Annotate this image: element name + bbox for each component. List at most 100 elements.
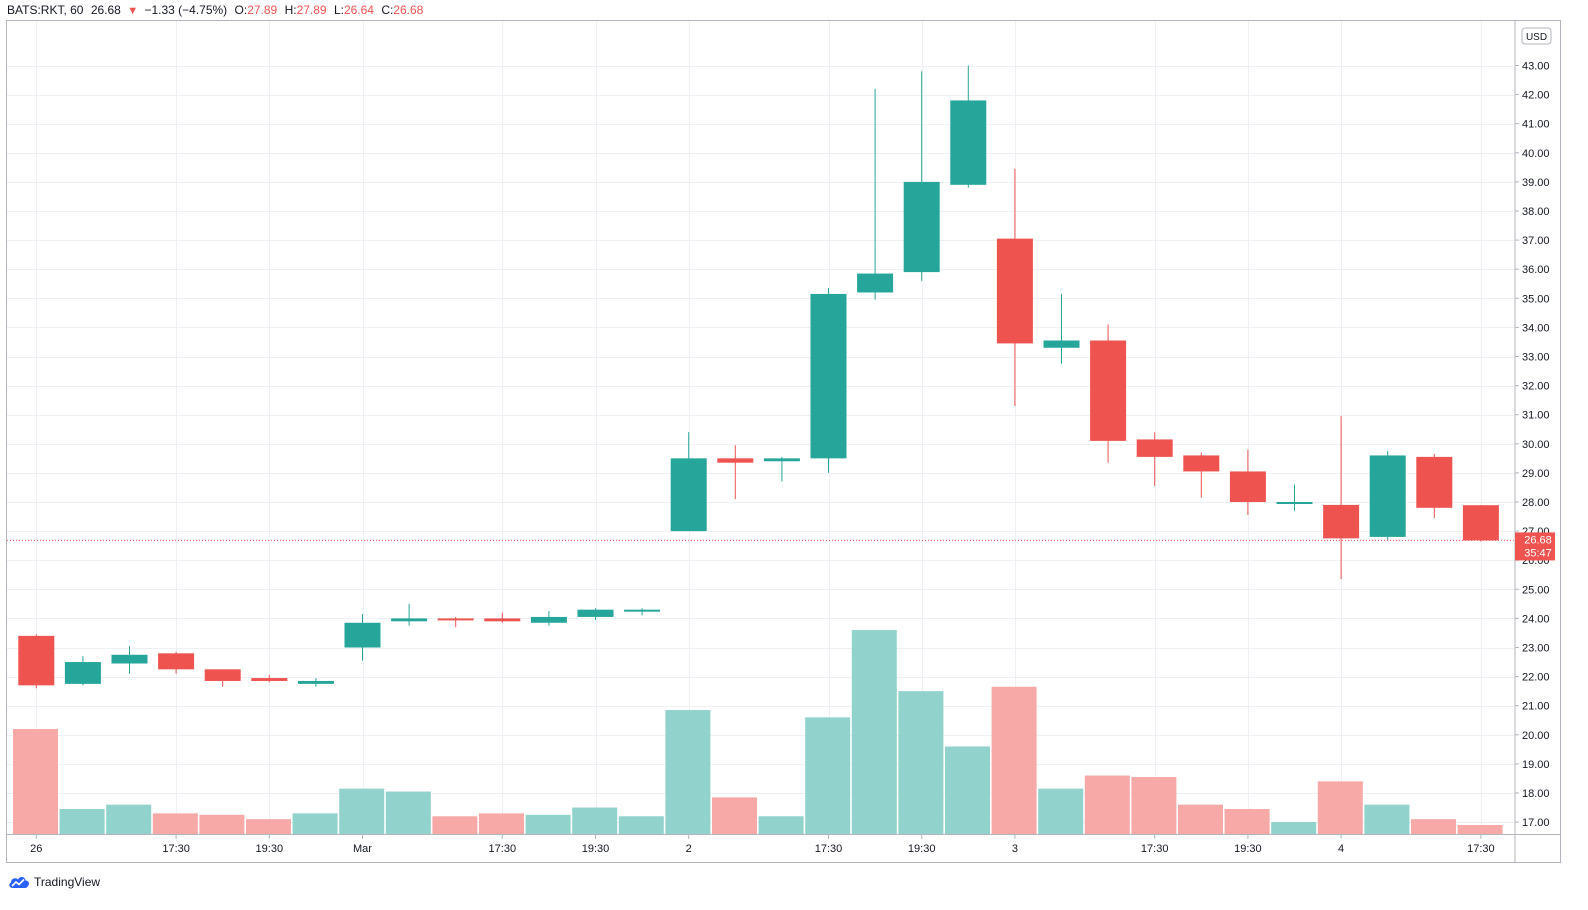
brand-label: TradingView xyxy=(34,875,101,889)
volume-bar xyxy=(665,710,711,834)
volume-bar xyxy=(1271,822,1317,834)
volume-bar xyxy=(106,804,152,834)
symbol-header: BATS:RKT, 60 26.68 ▼ −1.33 (−4.75%) O:27… xyxy=(7,2,423,18)
price-tick-label: 21.00 xyxy=(1522,701,1550,713)
volume-bar xyxy=(1178,804,1223,834)
price-tick-label: 29.00 xyxy=(1522,468,1550,480)
price-change: −1.33 (−4.75%) xyxy=(144,3,228,17)
candle-body xyxy=(624,609,661,612)
volume-bar xyxy=(59,809,105,834)
volume-bar xyxy=(385,791,431,834)
time-tick-label: 17:30 xyxy=(1467,843,1495,855)
candle-body xyxy=(297,680,334,684)
candle-body xyxy=(484,618,521,622)
candle-body xyxy=(1183,455,1220,472)
volume-bar xyxy=(432,816,478,834)
candle-body xyxy=(111,654,148,664)
price-tick-label: 41.00 xyxy=(1522,119,1550,131)
last-price-badge-value: 26.68 xyxy=(1524,534,1552,546)
time-tick-label: 4 xyxy=(1338,843,1344,855)
low-value: 26.64 xyxy=(343,3,374,17)
candle-body xyxy=(1229,471,1266,502)
candle-body xyxy=(1416,456,1453,508)
candle-body xyxy=(950,100,987,185)
time-tick-label: 17:30 xyxy=(815,843,843,855)
volume-bar xyxy=(1131,776,1177,834)
volume-bar xyxy=(851,630,897,834)
volume-bar xyxy=(898,691,944,834)
price-tick-label: 23.00 xyxy=(1522,643,1550,655)
low-label: L: xyxy=(333,3,344,17)
volume-bar xyxy=(152,813,198,834)
volume-bar xyxy=(246,819,291,834)
time-tick-label: 19:30 xyxy=(256,843,284,855)
volume-bar xyxy=(712,797,757,834)
volume-bar xyxy=(199,814,245,834)
price-tick-label: 39.00 xyxy=(1522,177,1550,189)
price-axis[interactable]: 17.00 18.00 19.00 20.00 21.00 22.00 23.00 24.00… xyxy=(1515,61,1550,830)
volume-bar xyxy=(1084,775,1130,834)
volume-bar xyxy=(1317,781,1363,834)
currency-badge[interactable]: USD xyxy=(1521,27,1552,45)
volume-bar xyxy=(1038,788,1084,834)
last-price: 26.68 xyxy=(90,3,121,17)
volume-bar xyxy=(339,788,385,834)
time-axis[interactable]: 26 17:30 19:30 Mar 17:30 19:30 2 17:30 19:30 3 17:… xyxy=(30,835,1495,855)
volume-bar xyxy=(618,816,664,834)
price-tick-label: 33.00 xyxy=(1522,352,1550,364)
candle-body xyxy=(344,622,381,648)
candle-body xyxy=(391,618,428,622)
time-tick-label: 3 xyxy=(1012,843,1018,855)
candle-body xyxy=(251,678,288,681)
candle-body xyxy=(717,458,754,463)
candle-body xyxy=(577,609,614,617)
currency-label: USD xyxy=(1526,32,1547,43)
time-tick-label: 17:30 xyxy=(162,843,190,855)
tradingview-logo[interactable]: TradingView xyxy=(8,872,100,892)
candle-body xyxy=(763,458,800,462)
candle-body xyxy=(996,238,1033,344)
candlesticks xyxy=(18,65,1499,689)
candle-body xyxy=(18,635,55,686)
price-tick-label: 37.00 xyxy=(1522,235,1550,247)
candle-body xyxy=(158,653,195,670)
price-tick-label: 18.00 xyxy=(1522,788,1550,800)
volume-bars xyxy=(13,630,1503,834)
candle-body xyxy=(1276,502,1313,504)
candle-body xyxy=(437,618,474,621)
price-tick-label: 30.00 xyxy=(1522,439,1550,451)
volume-bar xyxy=(1411,819,1456,834)
down-arrow-icon: ▼ xyxy=(127,5,139,17)
price-tick-label: 20.00 xyxy=(1522,730,1550,742)
bar-countdown: 35:47 xyxy=(1524,547,1552,559)
candle-body xyxy=(64,662,101,684)
volume-bar xyxy=(572,807,618,834)
volume-bar xyxy=(1224,809,1270,834)
price-tick-label: 24.00 xyxy=(1522,613,1550,625)
chart-frame xyxy=(6,20,1561,863)
time-tick-label: 26 xyxy=(30,843,42,855)
time-tick-label: 19:30 xyxy=(908,843,936,855)
candle-body xyxy=(1462,505,1499,541)
candle-body xyxy=(903,181,940,273)
volume-bar xyxy=(479,813,524,834)
candle-body xyxy=(810,293,847,459)
price-tick-label: 31.00 xyxy=(1522,410,1550,422)
volume-bar xyxy=(1364,804,1410,834)
candle-body xyxy=(204,669,241,681)
candle-body xyxy=(1090,340,1127,441)
high-label: H: xyxy=(284,3,297,17)
open-value: 27.89 xyxy=(247,3,278,17)
symbol-label[interactable]: BATS:RKT, 60 xyxy=(7,3,84,17)
price-tick-label: 36.00 xyxy=(1522,264,1550,276)
price-tick-label: 35.00 xyxy=(1522,293,1550,305)
price-tick-label: 22.00 xyxy=(1522,672,1550,684)
price-tick-label: 25.00 xyxy=(1522,584,1550,596)
time-tick-label: 17:30 xyxy=(1141,843,1169,855)
candle-body xyxy=(1043,340,1080,348)
close-label: C: xyxy=(381,3,394,17)
price-tick-label: 40.00 xyxy=(1522,148,1550,160)
price-tick-label: 32.00 xyxy=(1522,381,1550,393)
candle-body xyxy=(857,273,894,293)
